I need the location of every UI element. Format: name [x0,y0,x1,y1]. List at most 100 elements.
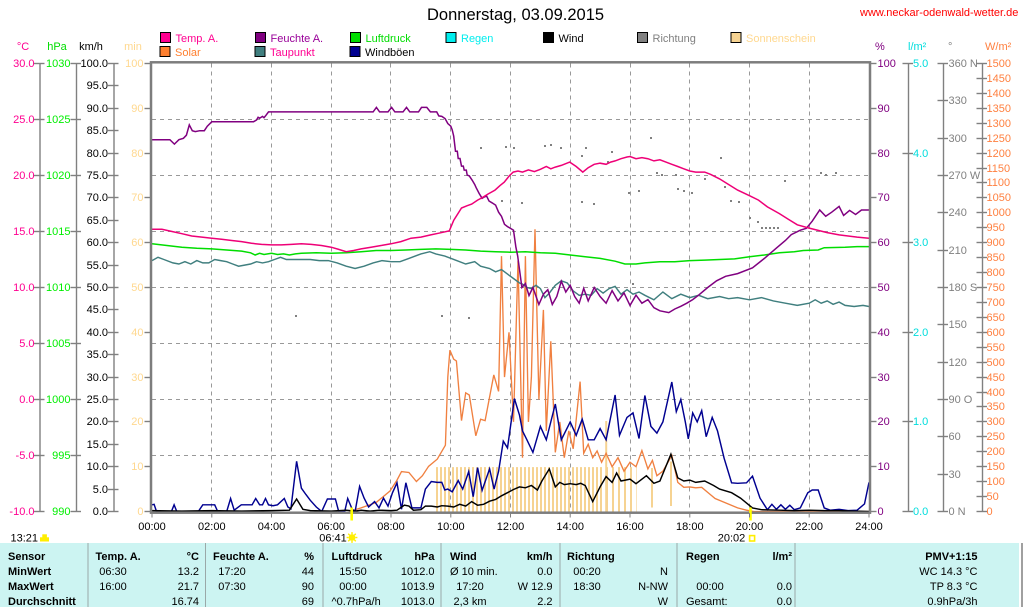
svg-text:4.0: 4.0 [913,148,928,160]
svg-text:10: 10 [131,461,143,473]
svg-text:N-NW: N-NW [638,581,669,593]
svg-text:1012.0: 1012.0 [401,566,435,578]
svg-text:50: 50 [878,282,890,294]
svg-text:1025: 1025 [46,114,70,126]
svg-text:900: 900 [987,237,1005,249]
svg-text:30: 30 [131,372,143,384]
svg-text:Feuchte A.: Feuchte A. [271,33,324,45]
svg-text:700: 700 [987,297,1005,309]
svg-text:20: 20 [131,416,143,428]
svg-text:180 S: 180 S [949,282,978,294]
svg-text:100: 100 [878,58,896,70]
svg-text:21.7: 21.7 [178,581,199,593]
svg-text:0.0: 0.0 [777,581,792,593]
svg-text:30.0: 30.0 [13,58,34,70]
svg-text:750: 750 [987,282,1005,294]
svg-text:55.0: 55.0 [87,260,108,272]
svg-text:850: 850 [987,252,1005,264]
svg-text:Feuchte A.: Feuchte A. [213,551,269,563]
svg-text:30: 30 [949,469,961,481]
svg-text:1400: 1400 [987,88,1011,100]
svg-text:330: 330 [949,95,967,107]
svg-text:400: 400 [987,387,1005,399]
svg-text:5.0: 5.0 [93,484,108,496]
svg-text:600: 600 [987,327,1005,339]
svg-text:100: 100 [125,58,143,70]
svg-text:Luftdruck: Luftdruck [332,551,384,563]
svg-text:1010: 1010 [46,282,70,294]
svg-text:02:00: 02:00 [198,521,226,533]
svg-text:85.0: 85.0 [87,125,108,137]
svg-text:90: 90 [878,103,890,115]
svg-text:30: 30 [878,372,890,384]
svg-text:17:20: 17:20 [218,566,246,578]
svg-text:1.0: 1.0 [913,416,928,428]
svg-text:70: 70 [878,192,890,204]
svg-text:Windböen: Windböen [365,47,415,59]
svg-text:km/h: km/h [527,551,553,563]
svg-text:°C: °C [17,41,29,53]
svg-text:km/h: km/h [79,41,103,53]
svg-text:min: min [124,41,142,53]
svg-text:65.0: 65.0 [87,215,108,227]
svg-text:W 12.9: W 12.9 [518,581,553,593]
svg-text:1013.9: 1013.9 [401,581,435,593]
svg-text:24:00: 24:00 [855,521,883,533]
svg-text:1200: 1200 [987,148,1011,160]
svg-text:80: 80 [131,148,143,160]
svg-text:120: 120 [949,357,967,369]
svg-text:0: 0 [987,506,993,518]
svg-text:2.2: 2.2 [537,596,552,608]
svg-text:44: 44 [302,566,314,578]
svg-text:Richtung: Richtung [567,551,615,563]
svg-text:10.0: 10.0 [87,461,108,473]
svg-text:90.0: 90.0 [87,103,108,115]
svg-text:16:00: 16:00 [616,521,644,533]
svg-text:35.0: 35.0 [87,349,108,361]
svg-text:Donnerstag, 03.09.2015: Donnerstag, 03.09.2015 [427,6,604,24]
svg-text:25.0: 25.0 [87,394,108,406]
svg-text:18:30: 18:30 [573,581,601,593]
svg-text:12:00: 12:00 [497,521,525,533]
svg-text:150: 150 [987,461,1005,473]
svg-text:16.74: 16.74 [171,596,199,608]
svg-text:0.0: 0.0 [93,506,108,518]
svg-text:550: 550 [987,342,1005,354]
svg-text:5.0: 5.0 [913,58,928,70]
svg-text:W/m²: W/m² [985,41,1012,53]
svg-text:100: 100 [987,476,1005,488]
svg-text:450: 450 [987,372,1005,384]
svg-text:360 N: 360 N [949,58,978,70]
svg-text:l/m²: l/m² [908,41,927,53]
svg-text:20:02: 20:02 [718,533,746,545]
svg-text:°C: °C [187,551,199,563]
svg-text:15:50: 15:50 [339,566,367,578]
svg-text:0 N: 0 N [949,506,966,518]
svg-text:Temp. A.: Temp. A. [176,33,219,45]
svg-text:40.0: 40.0 [87,327,108,339]
svg-text:0.0: 0.0 [537,566,552,578]
svg-text:1150: 1150 [987,163,1011,175]
svg-text:20.0: 20.0 [87,416,108,428]
svg-text:1030: 1030 [46,58,70,70]
svg-text:1500: 1500 [987,58,1011,70]
svg-text:1450: 1450 [987,73,1011,85]
svg-text:100.0: 100.0 [80,58,108,70]
svg-text:3.0: 3.0 [913,237,928,249]
svg-text:1000: 1000 [46,394,70,406]
svg-text:TP 8.3 °C: TP 8.3 °C [930,581,978,593]
svg-text:06:00: 06:00 [317,521,345,533]
svg-text:18:00: 18:00 [676,521,704,533]
svg-text:Luftdruck: Luftdruck [366,33,412,45]
svg-text:95.0: 95.0 [87,80,108,92]
svg-text:%: % [304,551,314,563]
svg-text:Solar: Solar [175,47,201,59]
svg-text:MinWert: MinWert [8,566,52,578]
svg-text:-5.0: -5.0 [16,450,35,462]
svg-text:50: 50 [131,282,143,294]
svg-text:Taupunkt: Taupunkt [270,47,315,59]
svg-text:16:00: 16:00 [99,581,127,593]
svg-text:40: 40 [878,327,890,339]
svg-text:40: 40 [131,327,143,339]
svg-text:1250: 1250 [987,133,1011,145]
